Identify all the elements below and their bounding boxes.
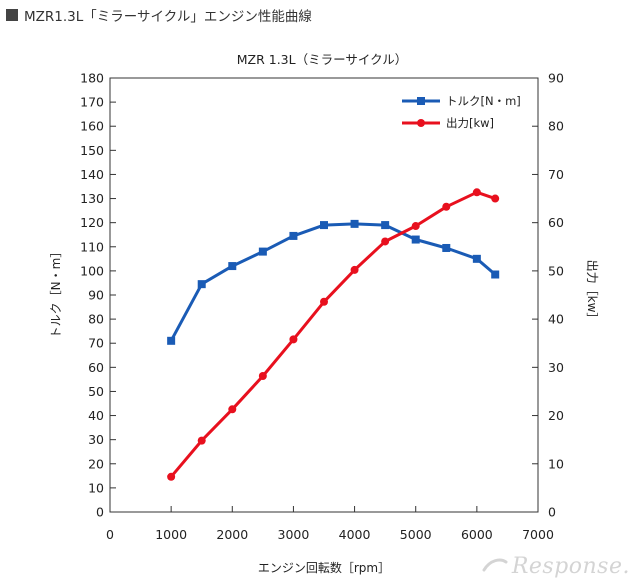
- page-heading-text: MZR1.3L「ミラーサイクル」エンジン性能曲線: [24, 9, 312, 25]
- y-right-tick-label: 90: [548, 71, 564, 86]
- series-2-point: [167, 472, 176, 481]
- legend-marker-1: [417, 97, 425, 105]
- series-1-point: [289, 231, 298, 240]
- y-left-tick-label: 30: [88, 432, 104, 447]
- series-1-line: [169, 222, 497, 342]
- y-right-tick-label: 60: [548, 215, 564, 230]
- x-tick-label: 6000: [461, 527, 493, 542]
- series-1-point: [167, 336, 176, 345]
- y-left-tick-label: 170: [80, 95, 104, 110]
- y-left-tick-label: 0: [96, 505, 104, 520]
- series-2-point: [228, 405, 237, 414]
- series-2-point: [381, 237, 390, 246]
- series-1-point: [320, 221, 328, 230]
- series-2-line: [169, 190, 496, 478]
- plot-frame: [109, 77, 539, 513]
- y-left-tick-label: 120: [80, 215, 104, 230]
- series-1-point: [197, 280, 206, 289]
- series-2-point: [197, 436, 206, 445]
- watermark: Response.: [482, 553, 630, 579]
- y-right-tick-label: 30: [548, 360, 564, 375]
- series-layer: [167, 188, 500, 481]
- series-2-point: [491, 194, 500, 203]
- y-left-tick-label: 60: [88, 360, 104, 375]
- series-2-point: [411, 222, 420, 231]
- series-1: [167, 219, 500, 345]
- series-2-point: [320, 297, 328, 306]
- y-right-tick-label: 20: [548, 408, 564, 423]
- y-right-tick-label: 40: [548, 312, 564, 327]
- y-right-tick-label: 10: [548, 456, 564, 471]
- y-left-tick-label: 20: [88, 456, 104, 471]
- y-axis-label-left: トルク［N・m］: [49, 246, 63, 339]
- y-right-tick-label: 0: [548, 505, 556, 520]
- legend-label-2: 出力[kw]: [446, 116, 494, 130]
- heading-square-icon: [6, 9, 18, 21]
- y-left-tick-label: 180: [80, 71, 104, 86]
- y-left-tick-label: 130: [80, 191, 104, 206]
- x-tick-label: 3000: [278, 527, 310, 542]
- y-left-tick-label: 150: [80, 143, 104, 158]
- legend: トルク[N・m] 出力[kw]: [402, 94, 521, 130]
- series-1-point: [381, 221, 390, 230]
- x-tick-label: 1000: [155, 527, 187, 542]
- legend-label-1: トルク[N・m]: [446, 94, 521, 108]
- y-left-tick-label: 70: [88, 336, 104, 351]
- y-left-tick-label: 40: [88, 408, 104, 423]
- y-left-tick-label: 10: [88, 480, 104, 495]
- y-left-tick-label: 140: [80, 167, 104, 182]
- y-left-tick-label: 80: [88, 312, 104, 327]
- series-1-point: [411, 235, 420, 244]
- page-heading: MZR1.3L「ミラーサイクル」エンジン性能曲線: [6, 4, 312, 26]
- plot-border: [109, 77, 539, 513]
- y-left-tick-label: 90: [88, 288, 104, 303]
- series-1-point: [491, 270, 500, 279]
- y-left-tick-label: 100: [80, 263, 104, 278]
- y-left-tick-label: 50: [88, 384, 104, 399]
- y-axis-label-right: 出力［kw］: [585, 260, 599, 325]
- series-2-point: [289, 335, 298, 344]
- x-tick-label: 7000: [522, 527, 554, 542]
- y-left-tick-label: 110: [80, 239, 104, 254]
- y-right-tick-label: 80: [548, 119, 564, 134]
- series-2-point: [442, 202, 451, 211]
- series-1-point: [258, 247, 267, 256]
- series-2-point: [472, 188, 481, 197]
- watermark-text: Response.: [511, 553, 630, 579]
- axis-ticks: 0102030405060708090100110120130140150160…: [80, 71, 564, 543]
- x-tick-label: 2000: [216, 527, 248, 542]
- y-right-tick-label: 50: [548, 263, 564, 278]
- y-right-tick-label: 70: [548, 167, 564, 182]
- series-1-point: [442, 243, 451, 252]
- series-1-point: [228, 262, 237, 271]
- series-2-point: [350, 265, 359, 274]
- x-axis-label: エンジン回転数［rpm］: [258, 560, 390, 575]
- series-2-point: [258, 372, 267, 381]
- watermark-swoosh-icon: [482, 558, 508, 572]
- x-tick-label: 4000: [339, 527, 371, 542]
- legend-marker-2: [417, 119, 425, 127]
- x-tick-label: 5000: [400, 527, 432, 542]
- x-tick-label: 0: [106, 527, 114, 542]
- series-1-point: [472, 254, 481, 263]
- chart-title: MZR 1.3L（ミラーサイクル）: [237, 52, 407, 67]
- series-2: [167, 188, 500, 481]
- y-left-tick-label: 160: [80, 119, 104, 134]
- series-1-point: [350, 219, 359, 228]
